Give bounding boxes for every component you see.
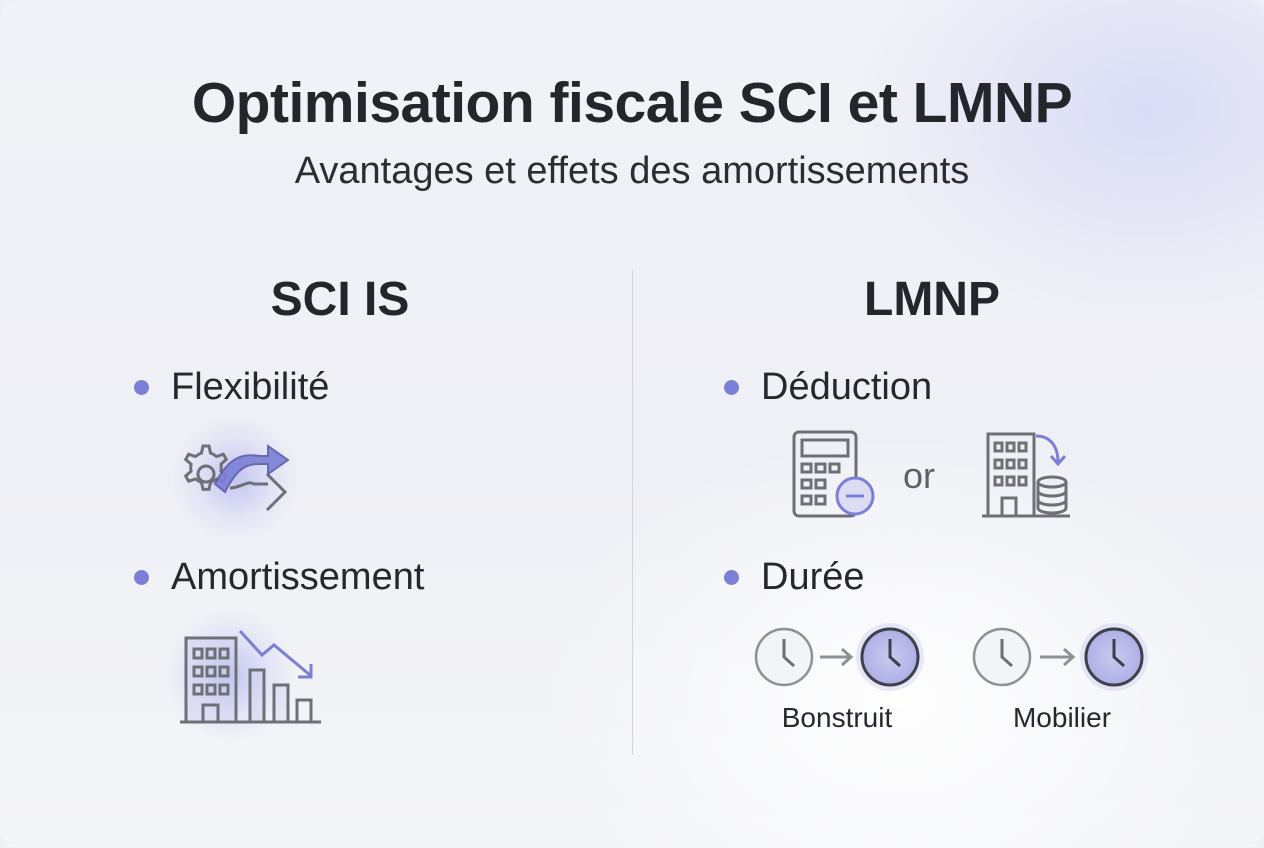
bullet-dot <box>134 380 149 395</box>
calculator-minus-icon <box>792 430 875 518</box>
bullet-duree: Durée <box>724 556 865 599</box>
sci-is-heading: SCI IS <box>270 273 410 326</box>
building-coins-icon <box>982 432 1070 518</box>
bullet-dot <box>724 380 739 395</box>
bullet-flexibilite: Flexibilité <box>134 366 329 409</box>
bullet-dot <box>724 570 739 585</box>
lmnp-heading: LMNP <box>864 273 1000 326</box>
bullet-dot <box>134 570 149 585</box>
clock-arrow-clock-icon <box>972 623 1148 691</box>
duration-label-mobilier: Mobilier <box>1012 702 1112 733</box>
bullet-amortissement: Amortissement <box>134 556 424 599</box>
page-title: Optimisation fiscale SCI et LMNP <box>191 71 1073 135</box>
bullet-deduction: Déduction <box>724 366 932 409</box>
bullet-label: Flexibilité <box>171 366 330 408</box>
icon-glow <box>170 418 300 538</box>
bullet-label: Amortissement <box>171 556 425 598</box>
bullet-label: Déduction <box>761 366 933 408</box>
column-divider <box>632 270 633 755</box>
gear-arrows-icon <box>183 444 290 512</box>
clock-arrow-clock-icon <box>754 623 924 691</box>
duration-label-bonstruit: Bonstruit <box>781 702 893 733</box>
building-declining-chart-icon <box>180 629 321 724</box>
bullet-label: Durée <box>761 556 865 598</box>
page-subtitle: Avantages et effets des amortissements <box>294 150 970 192</box>
or-connector: or <box>903 455 936 496</box>
